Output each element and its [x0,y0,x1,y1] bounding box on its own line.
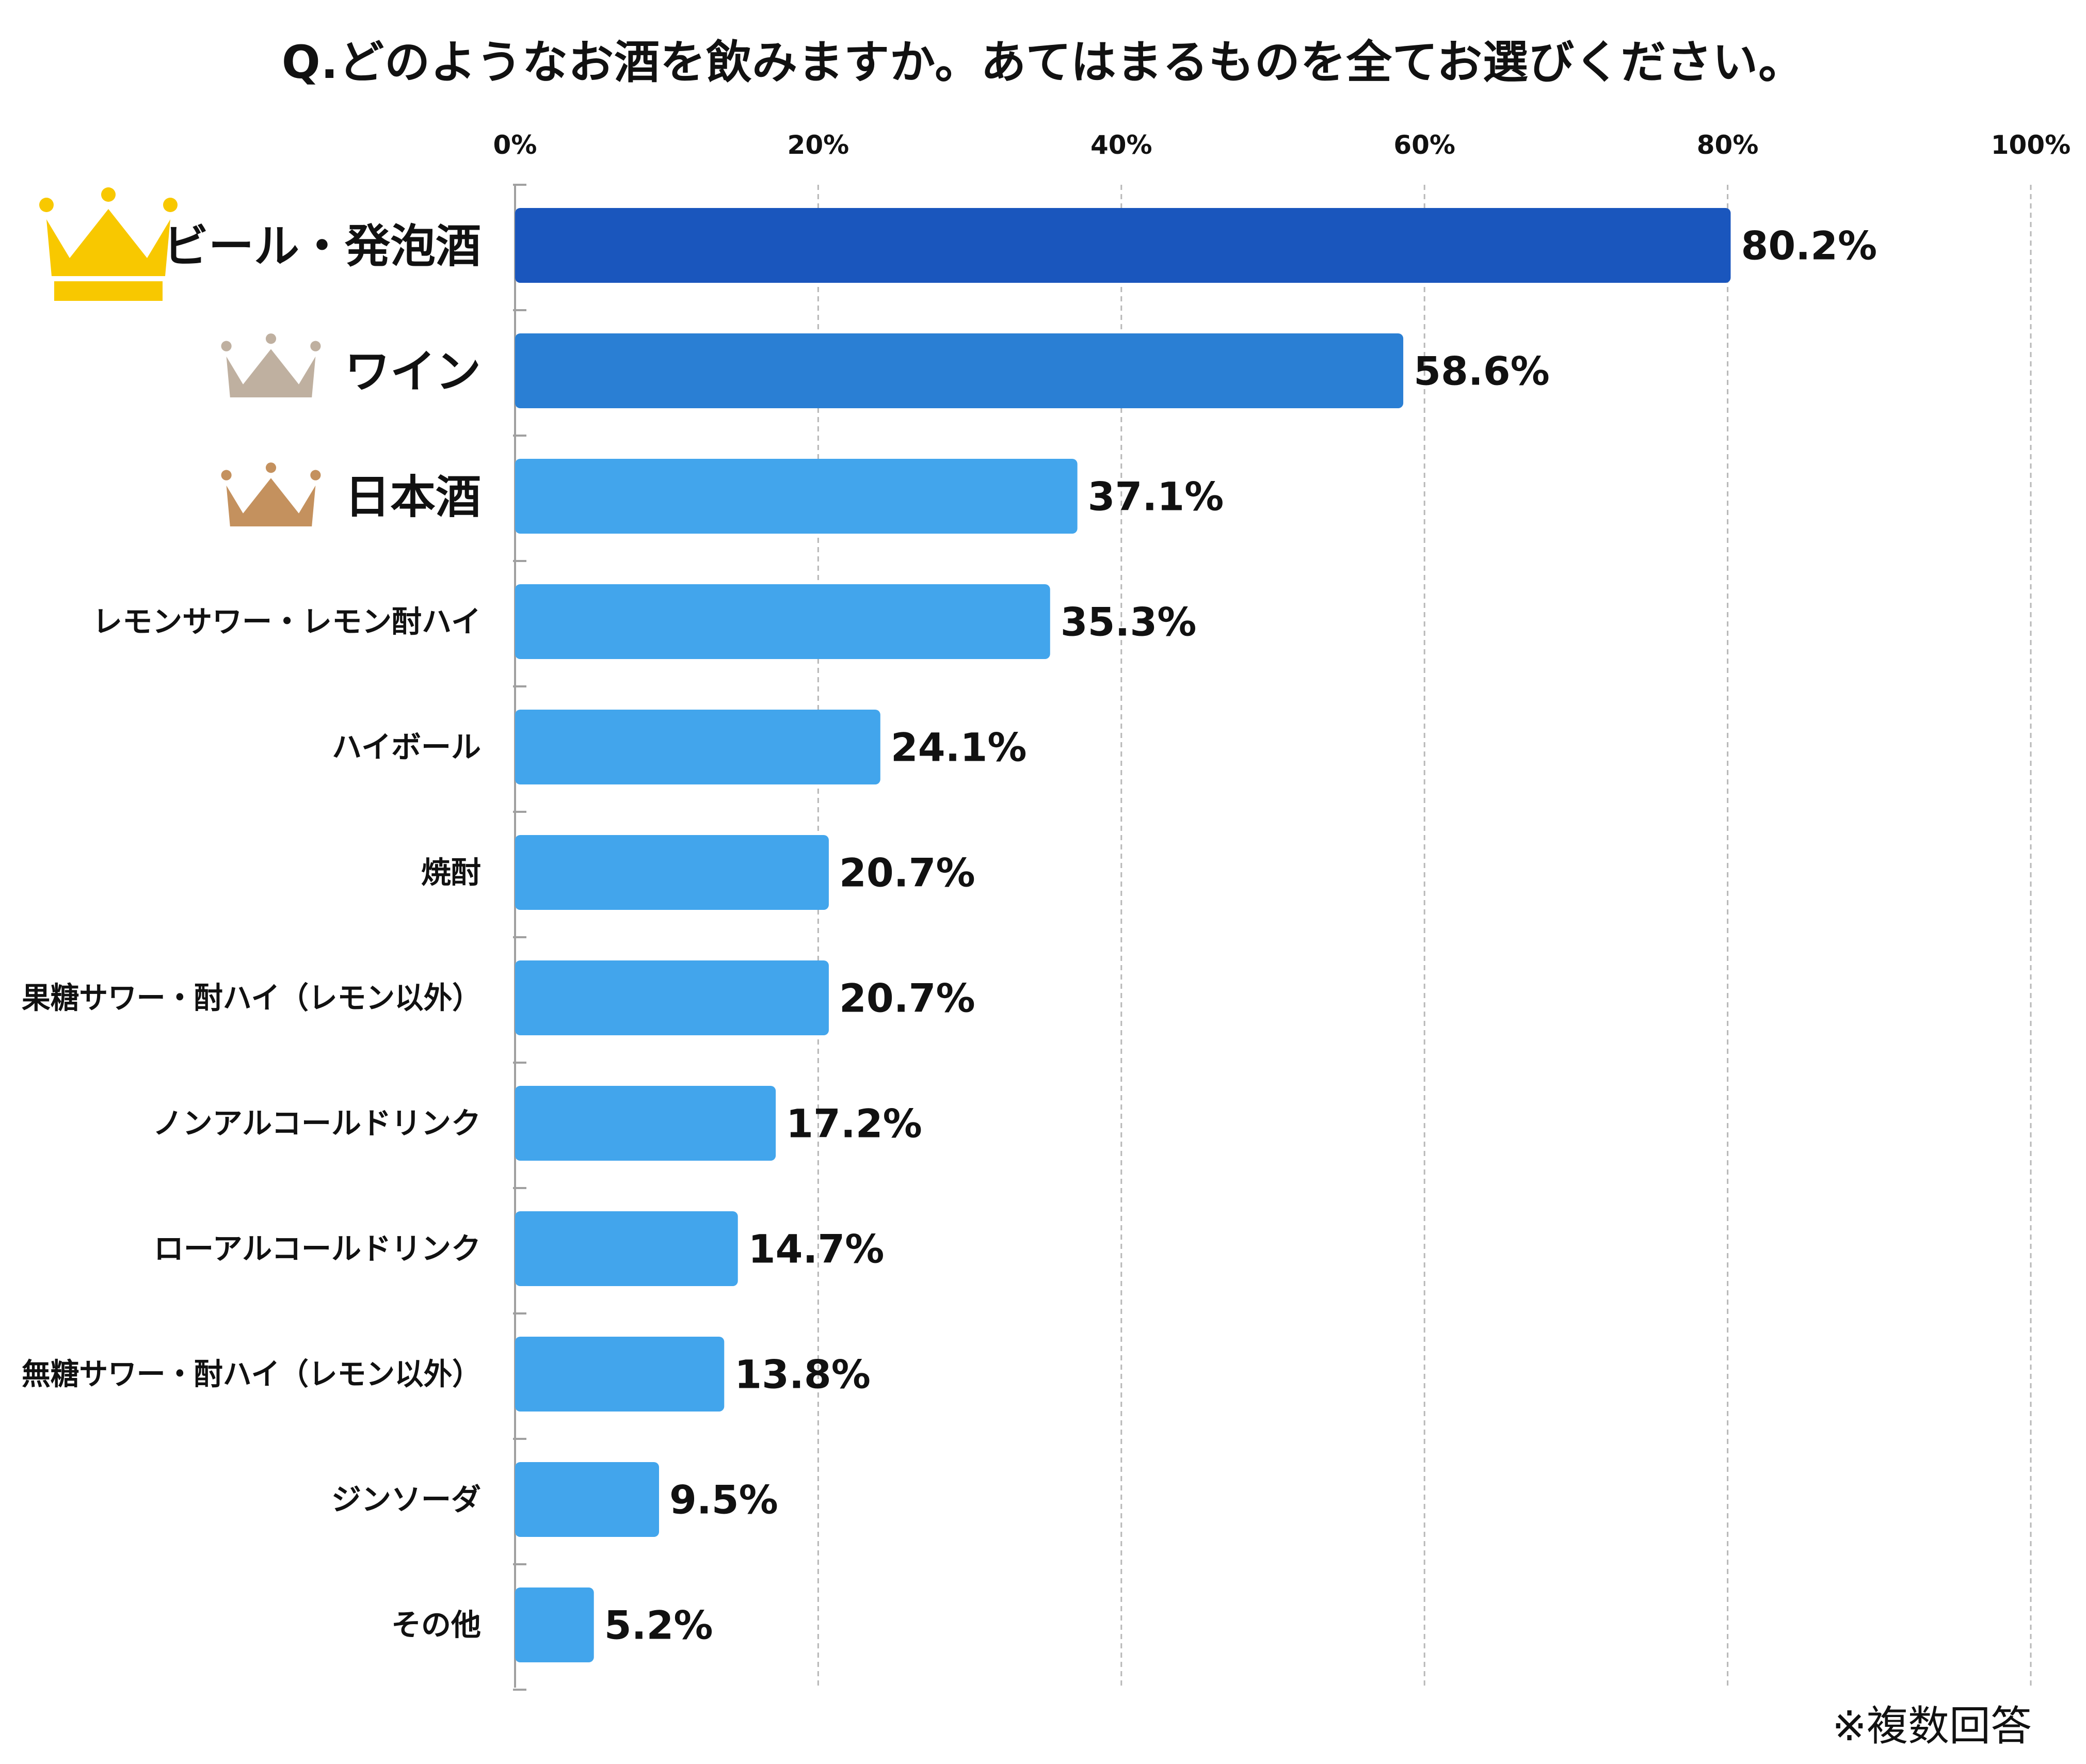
value-label: 9.5% [669,1477,778,1523]
value-labels: 80.2% 58.6% 37.1% 35.3% 24.1% 20.7% 20.7% 17.2%… [604,223,1877,1648]
bar [515,333,1404,408]
category-labels: ビール・発泡酒ワイン日本酒レモンサワー・レモン酎ハイハイボール焼酎果糖サワー・酎… [22,220,481,1643]
category-label: ノンアルコールドリンク [153,1106,481,1141]
bar [515,1086,776,1161]
gold-crown-icon [39,187,178,276]
crown-jewel [310,470,321,480]
value-label: 37.1% [1088,474,1224,520]
crown-jewel [310,341,321,351]
x-axis-ticks: 0% 20% 40% 60% 80% 100% [493,130,2071,160]
gridlines [817,185,2032,1688]
x-tick-label: 60% [1393,130,1455,160]
crown-body [46,209,170,276]
category-label: ジンソーダ [331,1482,481,1517]
bars [515,208,1731,1662]
value-label: 17.2% [786,1101,922,1147]
chart-title: Q.どのようなお酒を飲みますか。あてはまるものを全てお選びください。 [281,36,1805,89]
crown-jewel [101,187,116,202]
crown-jewel [265,333,277,344]
bar [515,1337,725,1412]
value-label: 35.3% [1061,599,1197,645]
crown-jewel [221,341,232,351]
bar [515,835,829,910]
bar [515,1462,660,1537]
bar [515,459,1078,534]
category-label: レモンサワー・レモン酎ハイ [92,604,481,639]
category-label: 日本酒 [345,471,481,524]
category-label: ローアルコールドリンク [154,1231,481,1266]
value-label: 24.1% [891,725,1027,771]
value-label: 80.2% [1741,223,1877,269]
crown-jewel [221,470,232,480]
footnote: ※複数回答 [1832,1702,2032,1750]
bar [515,710,880,784]
rank-icons [39,187,321,526]
bar [515,584,1050,659]
category-label: ハイボール [332,730,481,765]
x-tick-label: 80% [1697,130,1759,160]
value-label: 58.6% [1414,348,1550,394]
crown-jewel [39,198,54,212]
silver-crown-icon [221,333,321,397]
crown-jewel [265,462,277,473]
category-label: 無糖サワー・酎ハイ（レモン以外） [22,1357,481,1392]
bar [515,1587,594,1662]
bar [515,208,1731,283]
bar [515,960,829,1035]
crown-body [226,349,316,397]
category-label: 果糖サワー・酎ハイ（レモン以外） [22,981,481,1016]
value-label: 14.7% [748,1226,885,1272]
x-tick-label: 100% [1991,130,2071,160]
x-tick-label: 20% [788,130,849,160]
bronze-crown-icon [221,462,321,526]
x-tick-label: 40% [1090,130,1152,160]
category-label: その他 [391,1608,481,1643]
category-label: ビール・発泡酒 [163,220,481,273]
crown-jewel [163,198,178,212]
crown-band [54,281,163,301]
x-tick-label: 0% [493,130,537,160]
bar [515,1211,738,1286]
value-label: 20.7% [839,850,975,896]
value-label: 20.7% [839,975,975,1021]
category-label: 焼酎 [421,855,481,890]
category-label: ワイン [345,345,481,398]
axes [513,184,526,1691]
crown-body [226,478,316,526]
value-label: 5.2% [604,1602,713,1648]
value-label: 13.8% [734,1352,871,1398]
